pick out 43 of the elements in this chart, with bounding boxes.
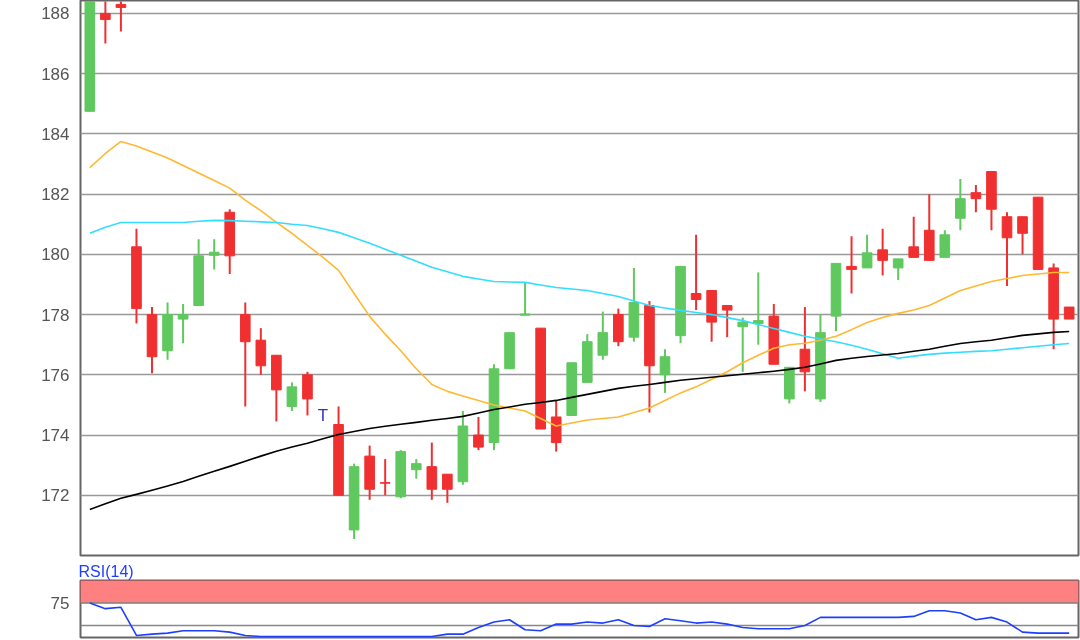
candlestick <box>379 458 391 497</box>
candlestick <box>846 235 857 295</box>
y-tick-label: 188 <box>41 4 70 24</box>
candlestick <box>861 233 873 269</box>
candlestick <box>908 215 920 259</box>
y-tick-label: 186 <box>41 64 70 84</box>
candlestick <box>286 381 298 412</box>
candlestick <box>659 348 671 394</box>
candlestick <box>1001 211 1013 287</box>
candlestick <box>410 458 422 480</box>
line-series <box>89 330 1070 511</box>
y-tick-label: 174 <box>41 426 70 446</box>
candlestick <box>892 257 904 281</box>
candlestick <box>752 271 764 346</box>
annotation: T <box>317 405 329 425</box>
candlestick <box>177 303 189 345</box>
candlestick <box>877 227 888 277</box>
candlestick <box>1017 215 1028 256</box>
y-tick-label: 182 <box>41 185 70 205</box>
candlestick <box>115 0 127 33</box>
candlestick <box>955 178 966 232</box>
y-tick-label: 180 <box>41 245 70 265</box>
candlestick <box>970 184 982 214</box>
candlestick <box>426 441 438 501</box>
chart-title: RSI(14) <box>78 563 134 580</box>
candlestick <box>939 229 951 259</box>
candlestick <box>721 304 733 339</box>
y-tick-label: 172 <box>41 486 70 506</box>
candlestick <box>690 233 702 312</box>
y-tick-label: 184 <box>41 124 70 144</box>
candlestick <box>737 316 749 373</box>
candlestick <box>208 238 220 271</box>
line-series <box>89 140 1070 427</box>
y-tick-label: 176 <box>41 365 70 385</box>
candlestick <box>519 281 531 317</box>
candlestick <box>597 310 609 361</box>
candlestick <box>100 0 111 45</box>
line-series <box>89 219 1070 360</box>
y-tick-label: 178 <box>41 305 70 325</box>
candlestick <box>473 415 484 452</box>
candlestick <box>442 473 453 504</box>
band-label: 75 <box>50 593 70 613</box>
candlestick <box>799 306 811 393</box>
